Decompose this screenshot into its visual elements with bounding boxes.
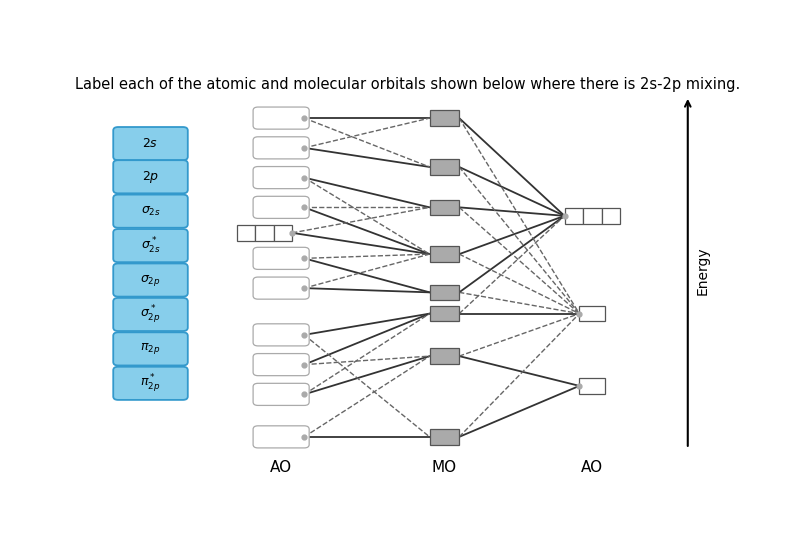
Text: $\sigma_{2s}$: $\sigma_{2s}$ xyxy=(141,205,161,217)
Bar xyxy=(429,306,460,321)
Bar xyxy=(429,200,460,215)
Bar xyxy=(580,378,605,394)
Bar xyxy=(429,429,460,444)
Text: $\sigma^*_{2p}$: $\sigma^*_{2p}$ xyxy=(140,304,161,326)
Bar xyxy=(429,246,460,262)
FancyBboxPatch shape xyxy=(253,277,309,299)
FancyBboxPatch shape xyxy=(253,247,309,269)
FancyBboxPatch shape xyxy=(113,367,188,400)
Bar xyxy=(564,208,583,224)
Text: $\pi^*_{2p}$: $\pi^*_{2p}$ xyxy=(141,372,161,394)
Text: AO: AO xyxy=(581,460,603,475)
Bar xyxy=(429,110,460,126)
Bar xyxy=(429,348,460,364)
Text: $\sigma_{2p}$: $\sigma_{2p}$ xyxy=(140,273,161,288)
Bar xyxy=(429,160,460,174)
FancyBboxPatch shape xyxy=(253,107,309,129)
FancyBboxPatch shape xyxy=(113,127,188,160)
FancyBboxPatch shape xyxy=(253,324,309,346)
FancyBboxPatch shape xyxy=(113,160,188,193)
FancyBboxPatch shape xyxy=(253,354,309,376)
FancyBboxPatch shape xyxy=(113,229,188,262)
Bar xyxy=(429,285,460,300)
Text: MO: MO xyxy=(432,460,457,475)
FancyBboxPatch shape xyxy=(253,197,309,219)
FancyBboxPatch shape xyxy=(113,195,188,228)
Text: $\sigma^*_{2s}$: $\sigma^*_{2s}$ xyxy=(141,236,161,256)
FancyBboxPatch shape xyxy=(113,263,188,296)
FancyBboxPatch shape xyxy=(253,167,309,189)
FancyBboxPatch shape xyxy=(253,383,309,405)
Text: $2s$: $2s$ xyxy=(142,137,159,150)
Bar xyxy=(580,306,605,321)
Text: $\pi_{2p}$: $\pi_{2p}$ xyxy=(141,341,161,357)
FancyBboxPatch shape xyxy=(113,298,188,331)
FancyBboxPatch shape xyxy=(253,426,309,448)
Text: $2p$: $2p$ xyxy=(142,169,159,185)
Text: AO: AO xyxy=(270,460,293,475)
Bar xyxy=(583,208,602,224)
Bar xyxy=(602,208,620,224)
Bar xyxy=(237,225,255,241)
FancyBboxPatch shape xyxy=(113,332,188,365)
Bar xyxy=(273,225,293,241)
Text: Label each of the atomic and molecular orbitals shown below where there is 2s-2p: Label each of the atomic and molecular o… xyxy=(75,77,740,92)
Bar xyxy=(255,225,273,241)
FancyBboxPatch shape xyxy=(253,137,309,159)
Text: Energy: Energy xyxy=(695,246,709,295)
